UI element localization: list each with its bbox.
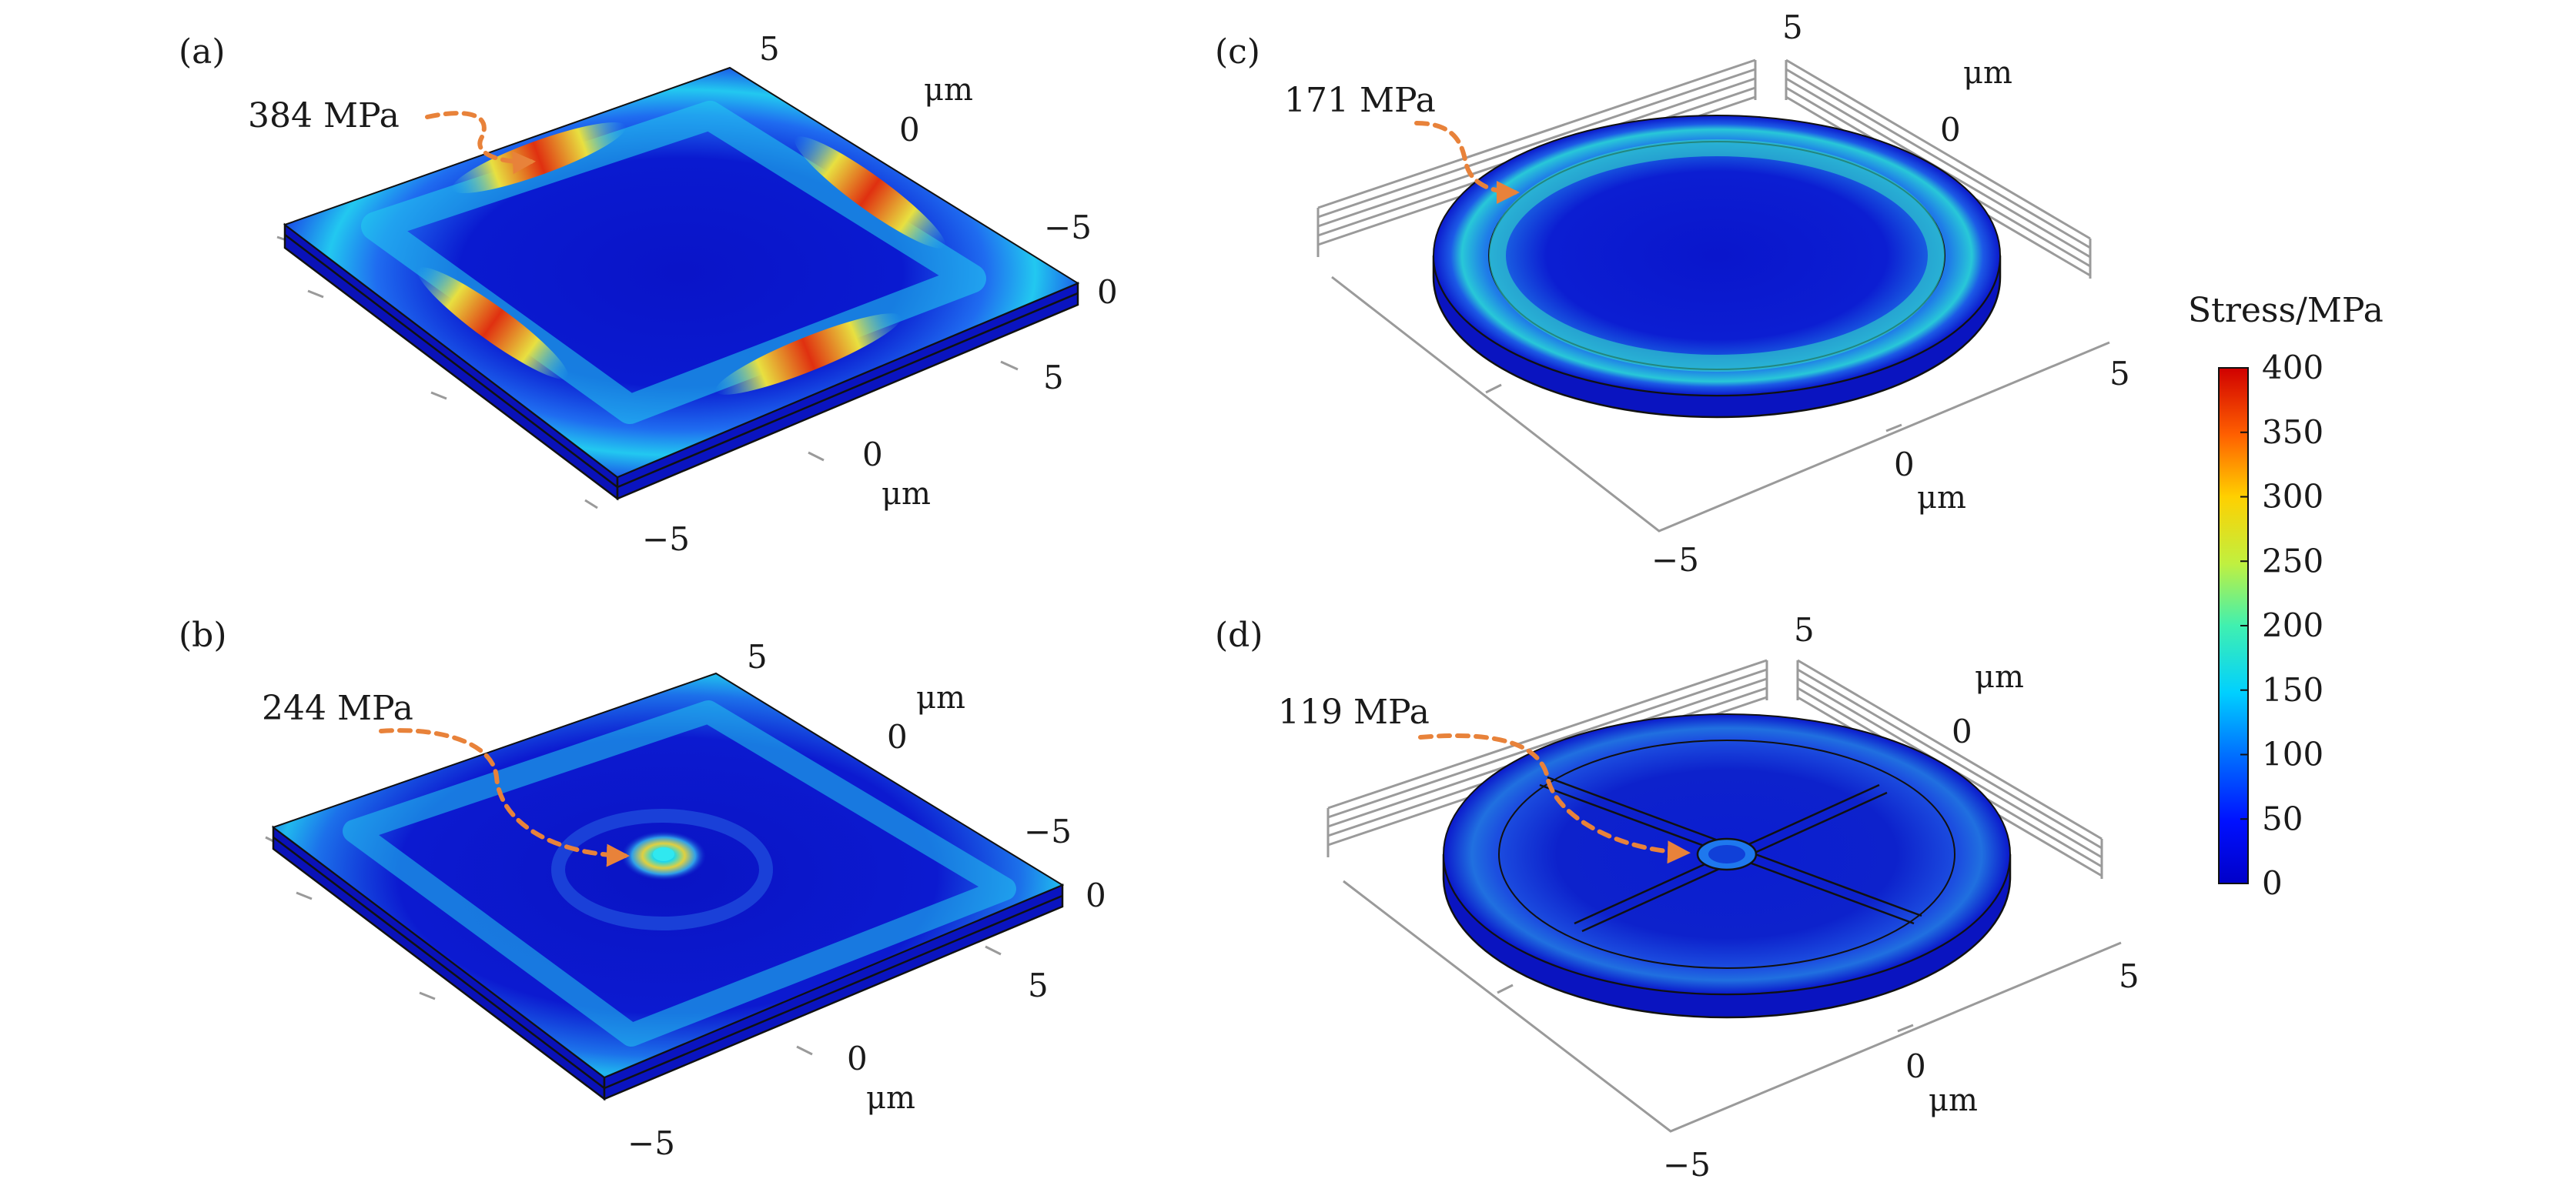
axis-unit: μm [916, 680, 965, 716]
panel-b: (b) 244 MPa 5 μm 0 −5 0 5 0 μm −5 [179, 616, 1106, 1162]
panel-label: (c) [1215, 32, 1260, 72]
tick-label: 5 [759, 30, 780, 68]
panel-a: (a) 384 MPa 5 μm 0 − [179, 30, 1118, 558]
tick-label: −5 [627, 1124, 675, 1162]
axis-unit: μm [866, 1080, 915, 1116]
colorbar-tick-label: 400 [2262, 349, 2323, 386]
colorbar-tick-label: 300 [2262, 478, 2323, 516]
annotation-arrow [425, 111, 536, 175]
tick-label: 0 [862, 436, 883, 473]
colorbar-tick-label: 150 [2262, 671, 2323, 709]
max-stress-annotation: 244 MPa [262, 689, 413, 728]
center-ripple [551, 809, 773, 930]
tick-label: 0 [899, 111, 920, 149]
tick-label: −5 [1651, 541, 1699, 579]
axis-lines [276, 235, 1019, 509]
tick-label: −5 [1044, 209, 1092, 246]
tick-label: 5 [1794, 611, 1815, 649]
axis-unit: μm [882, 476, 931, 512]
axis-unit: μm [1929, 1083, 1978, 1118]
axis-unit: μm [1917, 480, 1966, 516]
tick-label: −5 [1024, 813, 1072, 850]
annotation-arrow [379, 728, 630, 867]
colorbar-tick-label: 50 [2262, 800, 2303, 837]
tick-label: 0 [1086, 877, 1106, 914]
stress-ring [343, 700, 1016, 1047]
axis-unit: μm [1975, 660, 2024, 695]
max-stress-annotation: 119 MPa [1278, 693, 1430, 732]
colorbar-tick-label: 200 [2262, 606, 2323, 644]
stress-ring [1489, 139, 1945, 372]
tick-label: 5 [1028, 967, 1049, 1004]
colorbar-ticks: 400 350 300 250 200 150 100 50 0 [2240, 349, 2323, 902]
tick-label: 0 [1905, 1047, 1926, 1085]
tick-label: 0 [1952, 713, 1972, 750]
axis-unit: μm [1963, 55, 2012, 91]
panel-d: (d) [1215, 611, 2139, 1184]
tick-label: 5 [1782, 8, 1803, 46]
max-stress-annotation: 171 MPa [1284, 81, 1436, 120]
center-core [1708, 845, 1745, 863]
spot-core [653, 847, 674, 861]
panel-label: (a) [179, 32, 226, 72]
axis-unit: μm [924, 72, 973, 108]
tick-label: 5 [1043, 359, 1064, 396]
colorbar: Stress/MPa 400 350 300 250 200 150 100 50 0 [2188, 291, 2384, 902]
inner-edge [1498, 740, 1955, 969]
tick-label: 0 [847, 1040, 868, 1077]
hot-spots [417, 122, 945, 395]
max-stress-annotation: 384 MPa [248, 96, 400, 135]
panel-label: (b) [179, 616, 227, 655]
colorbar-tick-label: 0 [2262, 864, 2283, 902]
panel-c: (c) 171 MPa 5 μm 0 [1215, 8, 2130, 579]
disc-top [1433, 115, 2001, 396]
tick-label: 0 [1097, 273, 1118, 311]
axes-box [1316, 58, 2110, 533]
annotation-arrow [1418, 733, 1691, 864]
tick-label: 5 [747, 638, 768, 676]
tick-label: 0 [887, 718, 908, 756]
tick-label: 0 [1940, 111, 1961, 149]
tick-label: 5 [2109, 355, 2130, 392]
tick-label: −5 [642, 520, 690, 558]
panel-label: (d) [1215, 616, 1263, 655]
colorbar-tick-label: 100 [2262, 736, 2323, 773]
colorbar-title: Stress/MPa [2188, 291, 2384, 330]
annotation-arrow [1414, 121, 1520, 204]
tick-label: −5 [1663, 1146, 1711, 1184]
tick-label: 0 [1894, 446, 1915, 483]
colorbar-tick-label: 350 [2262, 413, 2323, 451]
tick-label: 5 [2119, 957, 2139, 995]
colorbar-tick-label: 250 [2262, 542, 2323, 579]
